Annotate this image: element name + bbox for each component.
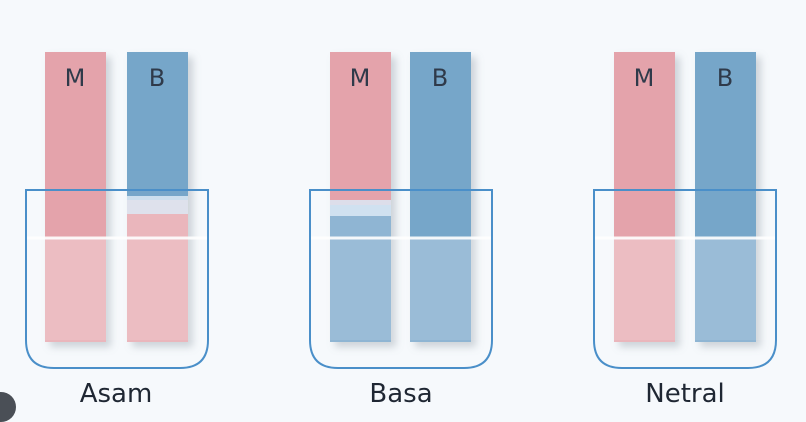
litmus-diagram: M B Asam M B Basa <box>25 52 777 409</box>
beaker-label-netral: Netral <box>645 379 725 409</box>
panel-basa: M B Basa <box>309 52 493 409</box>
strip-m-basa: M <box>330 52 391 342</box>
strip-m-netral: M <box>614 52 675 342</box>
strip-b-asam-transition <box>127 196 188 214</box>
panel-asam: M B Asam <box>25 52 209 409</box>
liquid-overlay <box>595 238 775 340</box>
strip-letter: B <box>149 64 165 92</box>
strip-letter: B <box>717 64 733 92</box>
strip-m-basa-bottom <box>330 205 391 342</box>
strip-letter: M <box>634 64 655 92</box>
beaker-label-basa: Basa <box>369 379 432 409</box>
beaker-outline <box>309 189 493 369</box>
beaker-label-asam: Asam <box>80 379 153 409</box>
strip-m-asam-bottom <box>45 238 106 342</box>
strip-b-asam-bottom <box>127 200 188 342</box>
panel-netral: M B Netral <box>593 52 777 409</box>
strip-m-asam: M <box>45 52 106 342</box>
strip-letter: M <box>350 64 371 92</box>
strip-m-basa-transition <box>330 200 391 216</box>
liquid-overlay <box>27 238 207 340</box>
liquid-overlay <box>311 238 491 340</box>
strip-m-netral-bottom <box>614 238 675 342</box>
strip-b-netral-bottom <box>695 238 756 342</box>
strip-b-basa: B <box>410 52 471 342</box>
beaker-outline <box>593 189 777 369</box>
strip-letter: B <box>432 64 448 92</box>
strip-letter: M <box>65 64 86 92</box>
beaker-outline <box>25 189 209 369</box>
strip-b-asam: B <box>127 52 188 342</box>
strip-b-netral: B <box>695 52 756 342</box>
strip-b-basa-bottom <box>410 238 471 342</box>
